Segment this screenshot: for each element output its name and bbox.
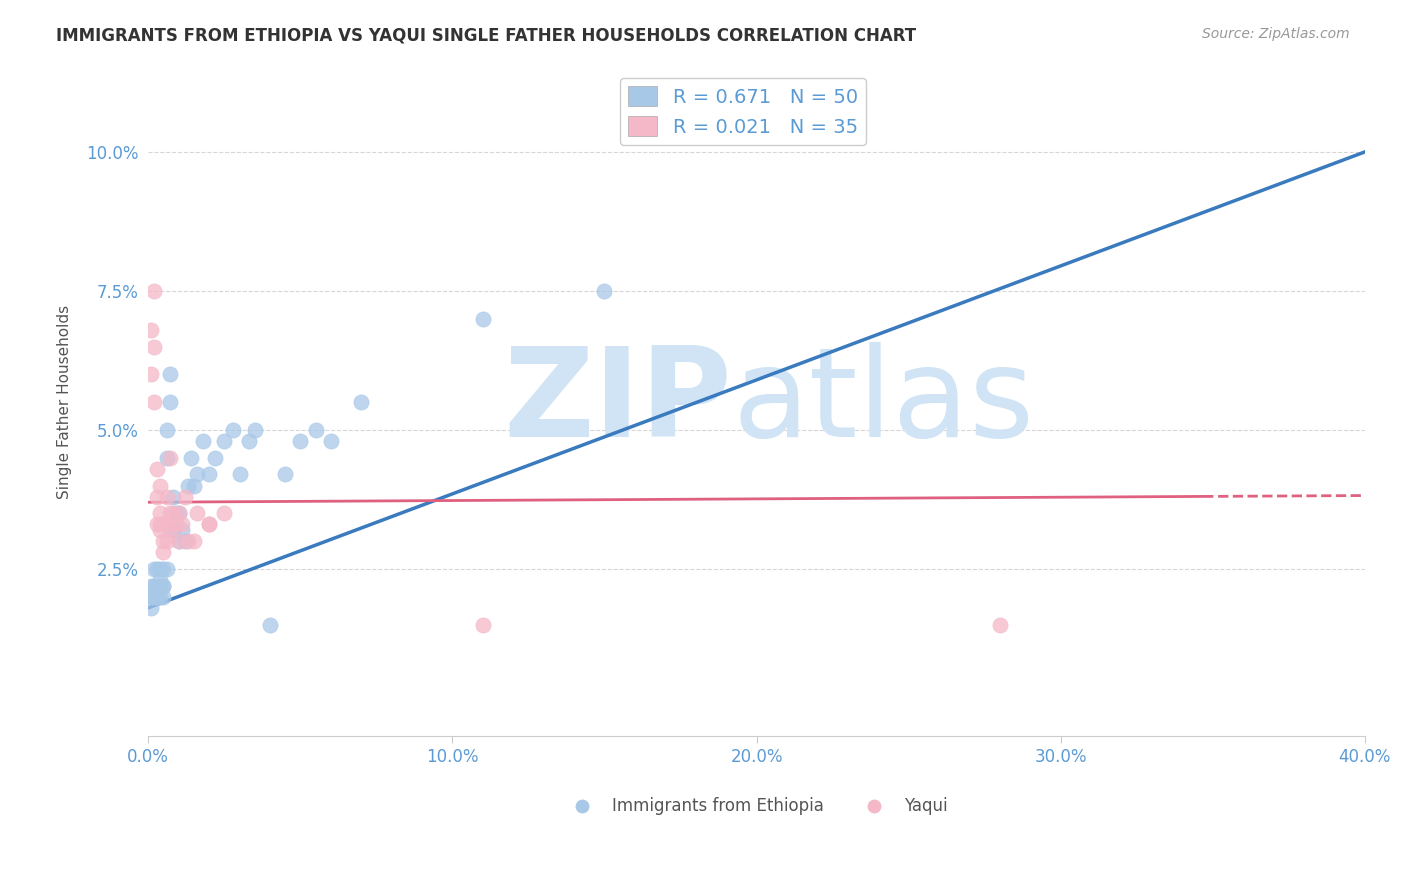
Point	[167, 534, 190, 549]
Point	[988, 617, 1011, 632]
Point	[214, 506, 236, 520]
Point	[141, 368, 163, 382]
Point	[146, 590, 169, 604]
Point	[143, 562, 166, 576]
Point	[177, 478, 200, 492]
Point	[146, 579, 169, 593]
Point	[471, 311, 494, 326]
Text: Source: ZipAtlas.com: Source: ZipAtlas.com	[1202, 27, 1350, 41]
Point	[152, 517, 174, 532]
Point	[167, 534, 190, 549]
Point	[141, 590, 163, 604]
Point	[214, 434, 236, 448]
Point	[204, 450, 226, 465]
Point	[143, 590, 166, 604]
Point	[350, 395, 373, 409]
Point	[143, 339, 166, 353]
Point	[183, 478, 205, 492]
Text: atlas: atlas	[733, 342, 1035, 463]
Point	[149, 562, 172, 576]
Point	[152, 579, 174, 593]
Point	[155, 450, 177, 465]
Point	[152, 534, 174, 549]
Point	[149, 478, 172, 492]
Legend: Immigrants from Ethiopia, Yaqui: Immigrants from Ethiopia, Yaqui	[558, 791, 955, 822]
Point	[173, 534, 195, 549]
Point	[152, 545, 174, 559]
Point	[155, 534, 177, 549]
Point	[141, 579, 163, 593]
Point	[146, 562, 169, 576]
Point	[143, 284, 166, 298]
Point	[170, 517, 193, 532]
Point	[155, 423, 177, 437]
Point	[274, 467, 297, 482]
Point	[141, 600, 163, 615]
Point	[159, 395, 181, 409]
Point	[149, 506, 172, 520]
Point	[198, 517, 221, 532]
Point	[186, 467, 208, 482]
Point	[165, 517, 187, 532]
Point	[198, 517, 221, 532]
Point	[159, 523, 181, 537]
Point	[162, 506, 184, 520]
Point	[162, 517, 184, 532]
Point	[141, 323, 163, 337]
Point	[146, 517, 169, 532]
Point	[173, 490, 195, 504]
Point	[198, 467, 221, 482]
Point	[167, 506, 190, 520]
Point	[162, 490, 184, 504]
Point	[183, 534, 205, 549]
Point	[152, 579, 174, 593]
Point	[180, 450, 202, 465]
Point	[319, 434, 342, 448]
Point	[177, 534, 200, 549]
Point	[191, 434, 214, 448]
Point	[146, 590, 169, 604]
Point	[170, 523, 193, 537]
Point	[152, 562, 174, 576]
Point	[259, 617, 281, 632]
Point	[149, 590, 172, 604]
Point	[143, 395, 166, 409]
Point	[471, 617, 494, 632]
Text: ZIP: ZIP	[503, 342, 733, 463]
Point	[228, 467, 250, 482]
Point	[146, 490, 169, 504]
Point	[238, 434, 260, 448]
Point	[159, 450, 181, 465]
Point	[155, 562, 177, 576]
Point	[149, 573, 172, 587]
Point	[222, 423, 245, 437]
Point	[304, 423, 326, 437]
Point	[290, 434, 312, 448]
Y-axis label: Single Father Households: Single Father Households	[58, 305, 72, 500]
Point	[159, 368, 181, 382]
Point	[149, 523, 172, 537]
Point	[165, 506, 187, 520]
Point	[186, 506, 208, 520]
Point	[162, 523, 184, 537]
Point	[152, 590, 174, 604]
Point	[149, 517, 172, 532]
Text: IMMIGRANTS FROM ETHIOPIA VS YAQUI SINGLE FATHER HOUSEHOLDS CORRELATION CHART: IMMIGRANTS FROM ETHIOPIA VS YAQUI SINGLE…	[56, 27, 917, 45]
Point	[149, 579, 172, 593]
Point	[243, 423, 266, 437]
Point	[593, 284, 616, 298]
Point	[159, 506, 181, 520]
Point	[167, 506, 190, 520]
Point	[146, 462, 169, 476]
Point	[155, 490, 177, 504]
Point	[143, 579, 166, 593]
